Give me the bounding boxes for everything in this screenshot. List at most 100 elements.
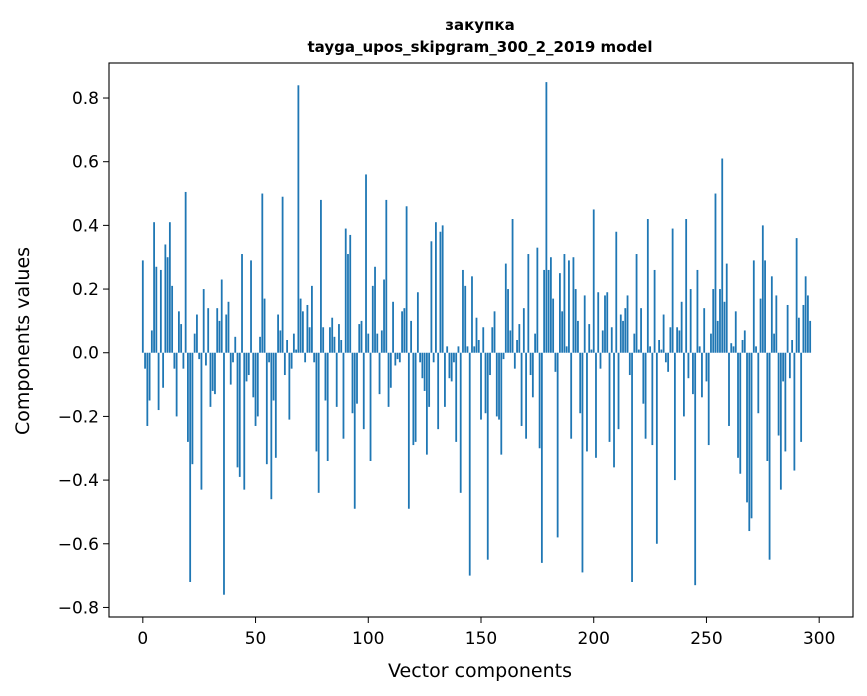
bar [588,324,591,353]
bar [698,346,701,353]
bar [263,298,266,353]
bar [150,330,153,353]
bar [180,324,183,353]
bar [486,352,489,560]
bar [788,352,791,379]
chart-title: закупка [445,16,514,34]
bar [622,320,624,353]
y-tick-label: 0.8 [72,89,99,109]
bar [513,352,516,369]
bar [290,352,293,369]
bar [723,301,726,353]
bar [453,352,455,363]
bar [252,352,255,398]
bar [491,327,494,353]
bar [743,330,746,353]
bar [297,85,300,353]
bar [202,289,205,353]
bar [604,295,606,353]
bar [615,231,618,353]
bar [676,327,679,353]
bar [441,225,444,353]
bar [775,295,778,353]
bar [173,352,176,369]
bar [223,352,225,595]
bar [626,295,629,353]
bar [500,352,503,455]
bar [642,352,645,404]
bar [306,304,309,353]
bar [356,352,358,404]
bar [710,333,712,353]
bar [495,352,498,417]
bar [462,269,464,353]
bar [637,349,640,353]
bar [631,352,633,582]
bar [148,352,151,401]
bar [191,352,194,465]
bar [315,352,318,452]
bar [646,219,649,353]
bar [187,352,189,442]
bar [168,222,171,353]
bar [779,352,782,490]
y-tick-label: −0.4 [58,471,99,491]
bar [606,292,609,353]
bar [649,346,651,353]
bar [295,349,298,353]
bar [502,352,505,360]
bar [667,352,670,372]
bar [563,254,566,353]
bar [689,289,692,353]
bar [705,352,708,382]
bar [685,219,688,353]
plot-frame [108,62,854,618]
bar [619,314,622,353]
bar [313,352,316,363]
bar [520,352,523,426]
bar [209,352,212,407]
bar [734,311,737,353]
x-tick-label: 100 [352,629,384,649]
bar [430,241,433,353]
bar [766,352,769,461]
bar [543,269,546,353]
bar [746,352,748,503]
bar [595,352,597,458]
bar [439,231,442,353]
bar [786,304,789,353]
bar [329,327,331,353]
bar [448,352,451,379]
x-tick-label: 200 [578,629,610,649]
bar [768,352,771,560]
bar [755,346,757,353]
bar [189,352,192,582]
bar [577,320,579,353]
bar [450,352,453,382]
bar [333,336,336,353]
bar [739,352,742,474]
bar [247,352,250,376]
x-tick-label: 0 [137,629,148,649]
bar [292,333,295,353]
bar [435,222,437,353]
bar [340,340,343,353]
bar [694,352,697,586]
bar [322,327,325,353]
bar [527,254,530,353]
bar [225,314,228,353]
bar [335,352,338,407]
bar [468,352,471,576]
bar [565,346,568,353]
bar [369,352,372,461]
bar [534,333,537,353]
bar [238,352,241,477]
bar [613,352,615,468]
bar [703,308,706,353]
bar [599,352,602,369]
bar [184,191,187,353]
y-tick-label: −0.6 [58,535,99,555]
bar [480,352,482,420]
bar [522,308,525,353]
